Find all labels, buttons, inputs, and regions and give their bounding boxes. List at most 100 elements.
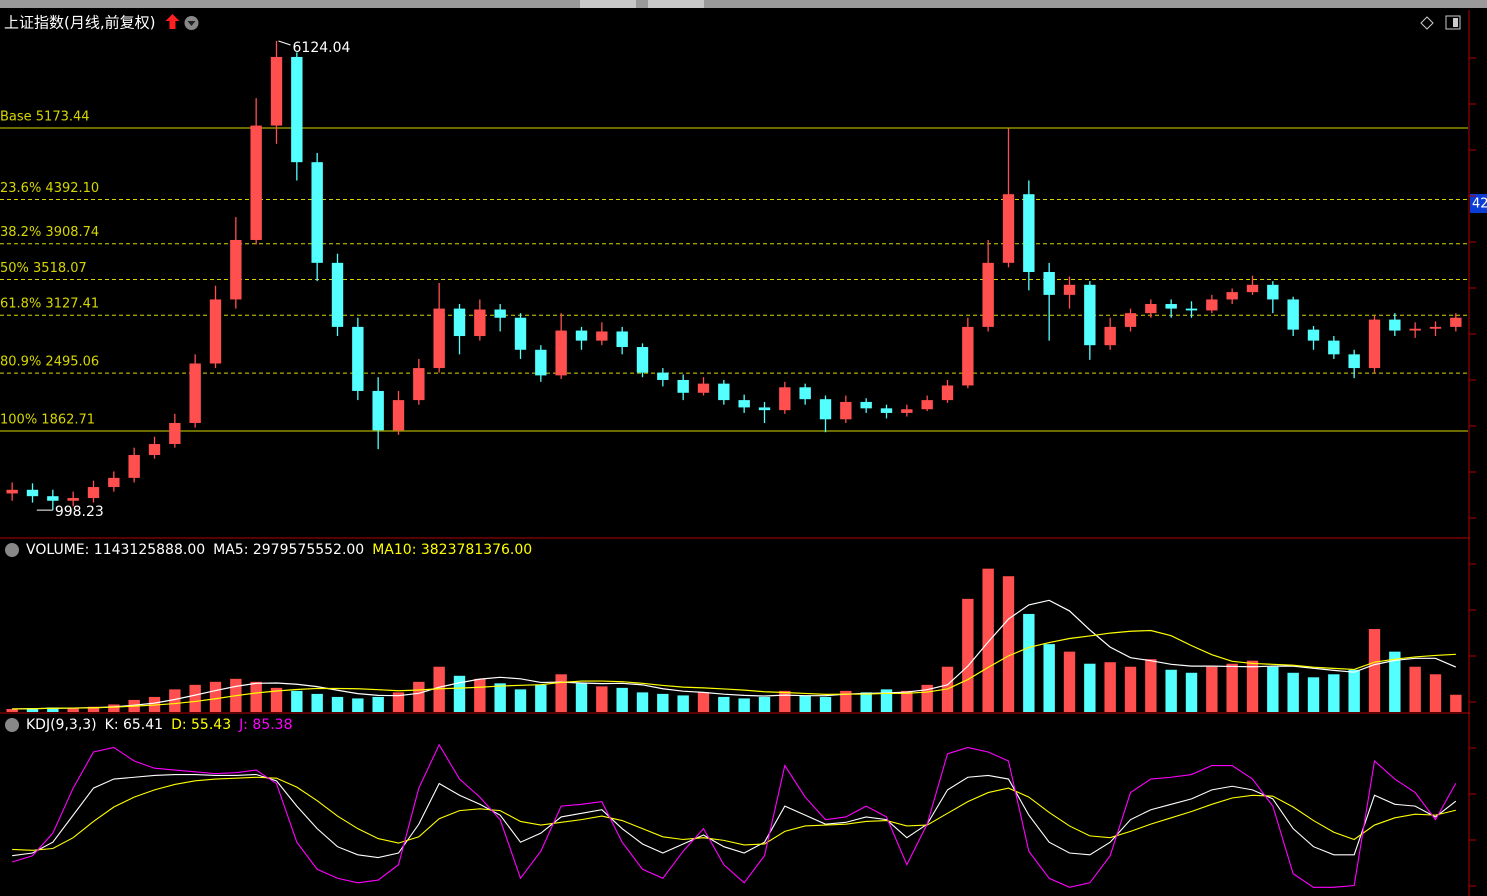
chart-title: 上证指数(月线,前复权) xyxy=(4,14,155,32)
volume-bar xyxy=(474,678,486,712)
fib-level-label: Base 5173.44 xyxy=(0,110,90,125)
panel-title: KDJ(9,3,3) xyxy=(26,717,97,733)
price-tag: 42 xyxy=(1472,197,1487,212)
volume-bar xyxy=(738,698,750,712)
high-pointer xyxy=(278,40,291,46)
candle-body xyxy=(1267,284,1279,300)
legend-entry: MA10: 3823781376.00 xyxy=(372,542,532,558)
candle-body xyxy=(1185,308,1198,311)
candle-body xyxy=(47,496,59,501)
candle-body xyxy=(433,308,445,369)
indicator-line xyxy=(12,773,1457,859)
candle-body xyxy=(128,455,140,478)
candle-body xyxy=(270,56,283,126)
candle-body xyxy=(596,331,608,341)
candle-body xyxy=(555,330,567,376)
volume-bar xyxy=(1124,666,1137,712)
candle-body xyxy=(291,56,303,163)
volume-bar xyxy=(1450,694,1462,712)
volume-bar xyxy=(1368,629,1381,712)
volume-bar xyxy=(840,690,852,712)
volume-bar xyxy=(1043,644,1055,712)
volume-bar xyxy=(209,681,222,712)
ma-line xyxy=(12,599,1457,710)
candle-body xyxy=(209,299,222,364)
candle-body xyxy=(1368,319,1381,369)
candle-body xyxy=(352,326,364,391)
volume-bar xyxy=(1002,576,1015,712)
panel-menu-icon[interactable] xyxy=(5,718,19,732)
volume-bar xyxy=(1246,660,1259,712)
candle-body xyxy=(1043,271,1055,295)
candle-body xyxy=(982,262,994,327)
volume-bar xyxy=(413,681,425,712)
volume-bar xyxy=(1206,666,1218,712)
candle-body xyxy=(1307,329,1320,341)
candle-body xyxy=(494,309,506,318)
candle-body xyxy=(453,308,466,337)
volume-bar xyxy=(270,687,283,712)
volume-bar xyxy=(1063,651,1076,712)
volume-bar xyxy=(921,684,933,712)
fib-level-label: 100% 1862.71 xyxy=(0,412,95,427)
candle-body xyxy=(616,331,628,348)
window-icon-part xyxy=(1453,18,1458,27)
candle-body xyxy=(941,385,954,401)
candle-body xyxy=(1246,284,1259,293)
volume-bar xyxy=(108,704,120,712)
ma-line xyxy=(12,629,1456,710)
volume-bar xyxy=(819,696,832,712)
volume-bar xyxy=(250,681,262,712)
candle-body xyxy=(921,400,933,410)
volume-bar xyxy=(6,708,18,712)
candle-body xyxy=(636,347,649,373)
candle-body xyxy=(677,379,689,393)
candle-body xyxy=(1409,328,1421,331)
price-tag-box xyxy=(1470,194,1487,213)
candle-body xyxy=(819,399,832,420)
candle-body xyxy=(738,400,750,408)
window-icon[interactable] xyxy=(1445,15,1461,30)
volume-bar xyxy=(535,684,547,712)
candle-body xyxy=(799,387,811,400)
candle-body xyxy=(169,422,181,445)
draw-icon[interactable] xyxy=(1420,16,1434,30)
panel-menu-icon[interactable] xyxy=(5,543,19,557)
indicator-line xyxy=(12,776,1456,851)
candle-body xyxy=(148,444,161,456)
candle-body xyxy=(1429,326,1442,329)
volume-bar xyxy=(596,686,608,712)
candle-body xyxy=(901,409,913,413)
candle-body xyxy=(413,368,425,401)
candle-body xyxy=(1002,194,1015,263)
legend-entry: K: 65.41 xyxy=(105,717,163,733)
volume-bar xyxy=(657,693,669,712)
toolbar-tab xyxy=(580,0,636,8)
candle-body xyxy=(87,487,100,499)
volume-bar xyxy=(880,689,893,712)
volume-bar xyxy=(718,696,730,712)
candle-body xyxy=(372,390,384,431)
legend-entry: J: 85.38 xyxy=(238,717,292,733)
candle-body xyxy=(697,383,710,393)
volume-bar xyxy=(169,689,181,712)
candle-body xyxy=(1023,194,1035,272)
candle-body xyxy=(779,387,791,411)
fib-level-label: 80.9% 2495.06 xyxy=(0,355,99,370)
candle-body xyxy=(250,125,262,240)
candle-body xyxy=(1206,299,1218,311)
volume-bar xyxy=(1267,666,1279,712)
candle-body xyxy=(108,477,120,488)
candle-body xyxy=(311,162,323,263)
volume-bar xyxy=(1104,662,1116,712)
title-menu-caret xyxy=(187,21,196,26)
volume-bar xyxy=(1429,674,1442,712)
candle-body xyxy=(26,489,39,497)
toolbar-strip xyxy=(0,0,1487,8)
candle-body xyxy=(1145,304,1157,314)
volume-bar xyxy=(779,690,791,712)
volume-bar xyxy=(697,692,710,712)
volume-bar xyxy=(352,698,364,712)
candle-body xyxy=(1165,304,1177,309)
volume-bar xyxy=(1307,677,1320,712)
